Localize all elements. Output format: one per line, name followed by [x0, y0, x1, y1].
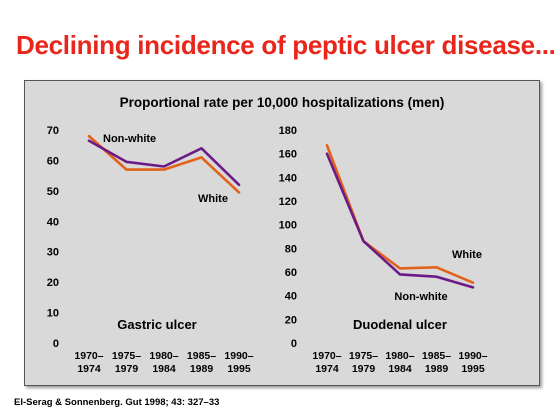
y-tick-label: 180 [279, 125, 297, 137]
x-tick-label: 1985– [422, 350, 451, 362]
x-tick-label: 1980– [149, 350, 178, 362]
x-tick-label: 1985– [187, 350, 216, 362]
y-tick-label: 40 [47, 216, 59, 228]
x-tick-label: 1984 [152, 363, 176, 375]
y-tick-label: 80 [285, 243, 297, 255]
series-label-white: White [452, 249, 482, 261]
panel-label: Gastric ulcer [117, 317, 197, 332]
x-tick-label: 1979 [115, 363, 139, 375]
series-line-white [325, 144, 475, 284]
y-tick-label: 100 [279, 220, 297, 232]
y-tick-label: 60 [285, 267, 297, 279]
y-tick-label: 120 [279, 196, 297, 208]
x-tick-label: 1979 [352, 363, 376, 375]
x-tick-label: 1984 [388, 363, 412, 375]
series-line-white [87, 134, 241, 194]
x-tick-label: 1970– [74, 350, 103, 362]
x-tick-label: 1974 [77, 363, 101, 375]
series-label-non-white: Non-white [394, 291, 447, 303]
y-tick-label: 70 [47, 125, 59, 137]
slide-title: Declining incidence of peptic ulcer dise… [16, 30, 556, 60]
chart-plot-area: 0102030405060701970–19741975–19791980–19… [47, 125, 488, 375]
chart-panel: Proportional rate per 10,000 hospitaliza… [24, 80, 540, 386]
chart-title: Proportional rate per 10,000 hospitaliza… [119, 95, 445, 110]
y-tick-label: 20 [285, 314, 297, 326]
series-line-non-white [325, 152, 475, 289]
x-tick-label: 1995 [227, 363, 251, 375]
panel-label: Duodenal ulcer [353, 317, 447, 332]
x-tick-label: 1995 [461, 363, 485, 375]
x-tick-label: 1975– [349, 350, 378, 362]
y-tick-label: 0 [291, 338, 297, 350]
x-tick-label: 1974 [315, 363, 339, 375]
x-tick-label: 1975– [112, 350, 141, 362]
y-tick-label: 0 [53, 338, 59, 350]
y-tick-label: 40 [285, 291, 297, 303]
y-tick-label: 20 [47, 277, 59, 289]
x-tick-label: 1989 [425, 363, 449, 375]
y-tick-label: 30 [47, 247, 59, 259]
x-tick-label: 1990– [224, 350, 253, 362]
x-tick-label: 1990– [458, 350, 487, 362]
x-tick-label: 1970– [312, 350, 341, 362]
series-label-non-white: Non-white [103, 133, 156, 145]
y-tick-label: 60 [47, 155, 59, 167]
y-tick-label: 140 [279, 172, 297, 184]
y-tick-label: 160 [279, 149, 297, 161]
series-label-white: White [198, 193, 228, 205]
x-tick-label: 1989 [190, 363, 214, 375]
series-line-non-white [87, 139, 241, 187]
y-tick-label: 10 [47, 308, 59, 320]
x-tick-label: 1980– [385, 350, 414, 362]
citation: El-Serag & Sonnenberg. Gut 1998; 43: 327… [14, 397, 220, 408]
y-tick-label: 50 [47, 186, 59, 198]
